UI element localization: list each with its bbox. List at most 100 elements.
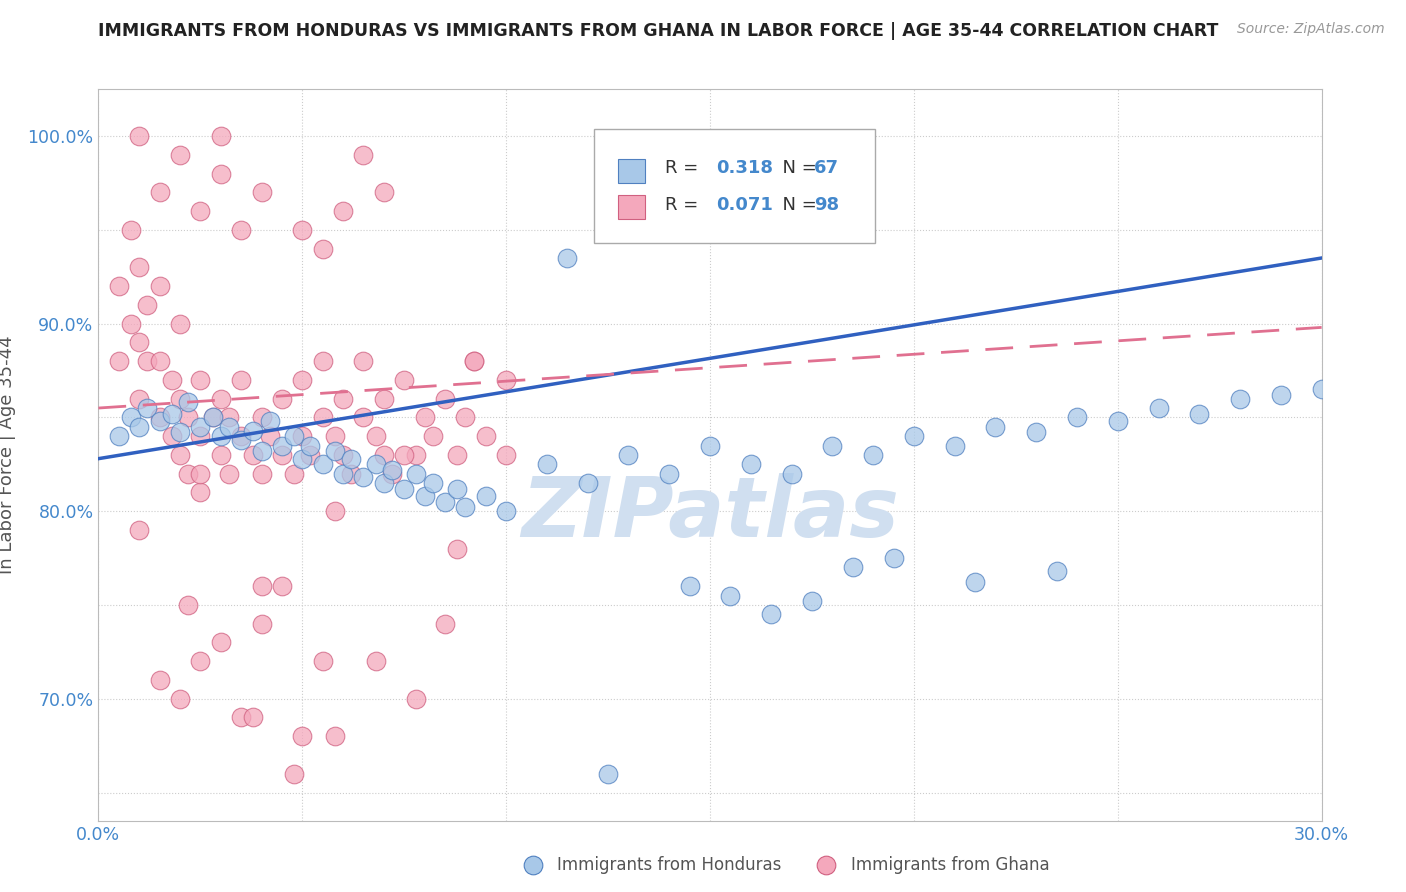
Point xyxy=(446,482,468,496)
Point xyxy=(128,392,150,406)
Point xyxy=(108,429,131,443)
Point xyxy=(149,186,172,200)
Point xyxy=(291,729,314,743)
Point xyxy=(392,373,416,387)
Point xyxy=(231,223,253,237)
Point xyxy=(364,429,387,443)
Point xyxy=(188,429,212,443)
Point xyxy=(1045,564,1069,578)
Point xyxy=(201,410,224,425)
Point xyxy=(299,438,322,452)
Point xyxy=(332,467,354,481)
Text: 0.071: 0.071 xyxy=(716,195,773,214)
Point xyxy=(188,204,212,219)
Text: R =: R = xyxy=(665,159,704,178)
Point xyxy=(392,482,416,496)
Point xyxy=(270,438,294,452)
Point xyxy=(352,148,374,162)
Point xyxy=(718,589,742,603)
Point xyxy=(312,458,335,472)
Point xyxy=(177,410,200,425)
Text: Source: ZipAtlas.com: Source: ZipAtlas.com xyxy=(1237,22,1385,37)
Point xyxy=(1310,382,1333,396)
Point xyxy=(231,710,253,724)
Point xyxy=(177,467,200,481)
Point xyxy=(209,129,232,144)
Point xyxy=(188,654,212,668)
Point xyxy=(699,438,721,452)
Point xyxy=(160,407,183,421)
Point xyxy=(209,635,232,649)
Point xyxy=(474,489,498,503)
Point xyxy=(740,458,762,472)
Point xyxy=(422,476,444,491)
Point xyxy=(149,410,172,425)
Point xyxy=(323,444,346,458)
Point xyxy=(250,410,273,425)
Point xyxy=(209,448,232,462)
Point xyxy=(862,448,884,462)
Point xyxy=(242,448,264,462)
Point xyxy=(270,579,294,593)
Point xyxy=(136,298,159,312)
Point xyxy=(270,392,294,406)
Point xyxy=(209,392,232,406)
Point xyxy=(373,392,395,406)
Point xyxy=(434,392,457,406)
Point xyxy=(160,429,183,443)
Text: N =: N = xyxy=(772,159,823,178)
Point xyxy=(413,410,436,425)
Point xyxy=(283,766,305,780)
Point xyxy=(128,523,150,537)
Point xyxy=(169,448,191,462)
Point xyxy=(149,414,172,428)
Text: IMMIGRANTS FROM HONDURAS VS IMMIGRANTS FROM GHANA IN LABOR FORCE | AGE 35-44 COR: IMMIGRANTS FROM HONDURAS VS IMMIGRANTS F… xyxy=(98,22,1219,40)
Text: ZIPatlas: ZIPatlas xyxy=(522,473,898,554)
Text: 98: 98 xyxy=(814,195,839,214)
Point xyxy=(340,467,363,481)
Point xyxy=(658,467,681,481)
Point xyxy=(270,448,294,462)
Point xyxy=(291,223,314,237)
Point xyxy=(120,410,142,425)
Point xyxy=(576,476,599,491)
Point xyxy=(1066,410,1088,425)
Point xyxy=(405,691,427,706)
Point xyxy=(434,495,457,509)
Point xyxy=(454,410,477,425)
Point xyxy=(108,279,131,293)
Point xyxy=(1107,414,1129,428)
Point xyxy=(1188,407,1211,421)
Point xyxy=(188,419,212,434)
Point xyxy=(231,429,253,443)
Point xyxy=(392,448,416,462)
Point xyxy=(474,429,498,443)
Point xyxy=(188,485,212,500)
Point xyxy=(283,429,305,443)
Point xyxy=(841,560,863,574)
Text: R =: R = xyxy=(665,195,704,214)
Point xyxy=(250,616,273,631)
Point xyxy=(312,654,335,668)
Point xyxy=(332,392,354,406)
Point xyxy=(169,691,191,706)
Point xyxy=(312,242,335,256)
Point xyxy=(598,766,620,780)
Point xyxy=(801,594,824,608)
Point xyxy=(209,429,232,443)
Point xyxy=(108,354,131,368)
Text: 67: 67 xyxy=(814,159,839,178)
Point xyxy=(381,467,404,481)
Point xyxy=(405,448,427,462)
Point xyxy=(291,429,314,443)
Point xyxy=(128,260,150,275)
Point xyxy=(177,598,200,612)
Point xyxy=(128,419,150,434)
Point xyxy=(1229,392,1251,406)
Point xyxy=(149,673,172,687)
Point xyxy=(821,438,844,452)
Point xyxy=(381,463,404,477)
Point xyxy=(883,551,905,566)
Point xyxy=(299,448,322,462)
Point xyxy=(128,335,150,350)
